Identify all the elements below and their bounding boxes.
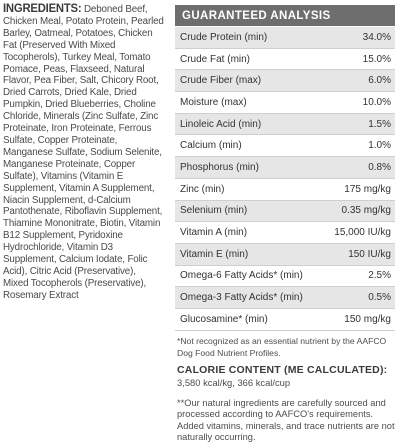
- nutrient-name: Crude Protein (min): [180, 31, 268, 43]
- nutrient-value: 150 IU/kg: [348, 248, 391, 260]
- natural-ingredients-note: **Our natural ingredients are carefully …: [177, 397, 395, 443]
- calorie-content-title: CALORIE CONTENT (ME CALCULATED):: [177, 363, 388, 376]
- nutrient-name: Vitamin E (min): [180, 248, 249, 260]
- nutrient-name: Selenium (min): [180, 205, 248, 217]
- nutrient-name: Omega-3 Fatty Acids* (min): [180, 292, 303, 304]
- nutrient-name: Crude Fat (min): [180, 53, 251, 65]
- ingredients-text: Deboned Beef, Chicken Meal, Potato Prote…: [3, 4, 164, 301]
- nutrient-value: 15,000 IU/kg: [334, 227, 391, 239]
- analysis-row: Selenium (min) 0.35 mg/kg: [175, 200, 395, 223]
- nutrient-name: Linoleic Acid (min): [180, 118, 262, 130]
- nutrient-name: Crude Fiber (max): [180, 75, 262, 87]
- analysis-row: Vitamin A (min) 15,000 IU/kg: [175, 222, 395, 244]
- analysis-row: Phosphorus (min) 0.8%: [175, 157, 395, 179]
- nutrient-name: Moisture (max): [180, 96, 247, 108]
- nutrient-value: 0.5%: [368, 292, 391, 304]
- nutrient-name: Glucosamine* (min): [180, 313, 268, 325]
- ingredients-panel: INGREDIENTS: Deboned Beef, Chicken Meal,…: [3, 3, 164, 302]
- analysis-row: Glucosamine* (min) 150 mg/kg: [175, 308, 395, 331]
- analysis-row: Linoleic Acid (min) 1.5%: [175, 113, 395, 136]
- nutrient-name: Calcium (min): [180, 140, 242, 152]
- analysis-row: Vitamin E (min) 150 IU/kg: [175, 243, 395, 266]
- analysis-row: Calcium (min) 1.0%: [175, 135, 395, 158]
- analysis-row: Crude Fat (min) 15.0%: [175, 48, 395, 71]
- analysis-row: Crude Fiber (max) 6.0%: [175, 70, 395, 93]
- nutrient-value: 2.5%: [368, 270, 391, 282]
- analysis-table: Crude Protein (min) 34.0% Crude Fat (min) 1…: [175, 27, 395, 331]
- aafco-footnote: *Not recognized as an essential nutrient…: [177, 335, 387, 358]
- analysis-header: GUARANTEED ANALYSIS: [175, 5, 395, 26]
- guaranteed-analysis-panel: GUARANTEED ANALYSIS Crude Protein (min) 3…: [175, 5, 395, 444]
- nutrient-value: 10.0%: [362, 96, 391, 108]
- nutrient-value: 34.0%: [362, 31, 391, 43]
- nutrient-value: 0.35 mg/kg: [341, 205, 391, 217]
- analysis-row: Omega-3 Fatty Acids* (min) 0.5%: [175, 287, 395, 309]
- nutrient-name: Zinc (min): [180, 183, 225, 195]
- calorie-content-value: 3,580 kcal/kg, 366 kcal/cup: [177, 376, 291, 388]
- nutrient-value: 1.0%: [368, 140, 391, 152]
- ingredients-label: INGREDIENTS:: [3, 3, 82, 15]
- nutrient-value: 15.0%: [362, 53, 391, 65]
- nutrient-value: 175 mg/kg: [344, 183, 391, 195]
- nutrient-value: 6.0%: [368, 75, 391, 87]
- nutrient-name: Vitamin A (min): [180, 227, 248, 239]
- nutrient-value: 0.8%: [368, 161, 391, 173]
- analysis-row: Zinc (min) 175 mg/kg: [175, 178, 395, 201]
- nutrient-name: Omega-6 Fatty Acids* (min): [180, 270, 303, 282]
- analysis-row: Moisture (max) 10.0%: [175, 92, 395, 114]
- analysis-row: Crude Protein (min) 34.0%: [175, 27, 395, 49]
- nutrient-name: Phosphorus (min): [180, 161, 259, 173]
- nutrient-value: 1.5%: [368, 118, 391, 130]
- nutrient-value: 150 mg/kg: [344, 313, 391, 325]
- analysis-row: Omega-6 Fatty Acids* (min) 2.5%: [175, 265, 395, 288]
